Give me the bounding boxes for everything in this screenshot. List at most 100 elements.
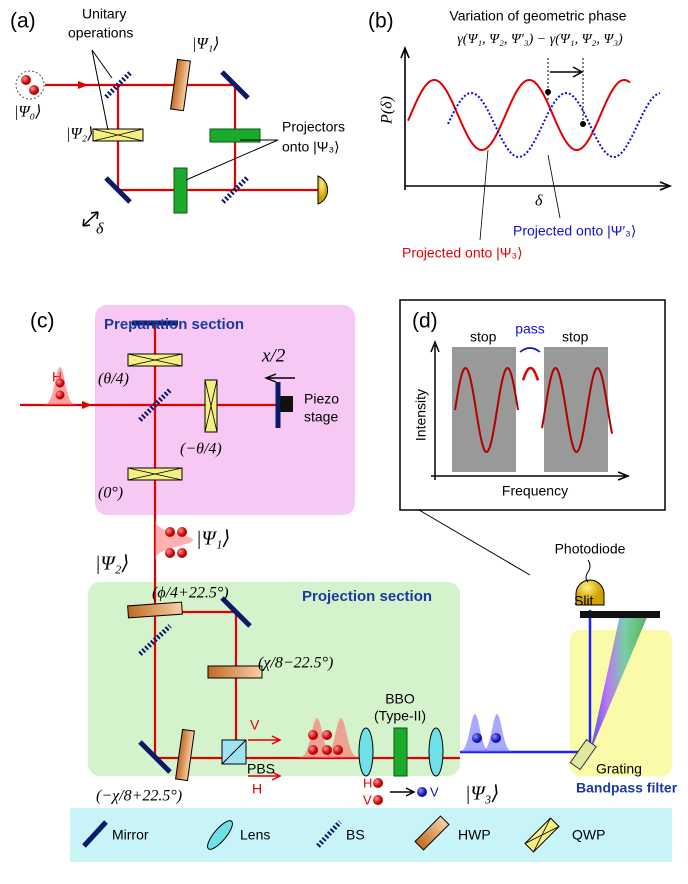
pointer bbox=[418, 509, 531, 576]
grating bbox=[569, 739, 597, 771]
label: |Ψ₂⟩ bbox=[95, 553, 129, 575]
qwp-cross bbox=[127, 353, 183, 367]
mirror bbox=[138, 740, 172, 774]
label: |Ψ₁⟩ bbox=[196, 528, 230, 550]
spectrum bbox=[454, 367, 613, 453]
projector bbox=[173, 167, 188, 214]
photon bbox=[472, 733, 482, 743]
label: (0°) bbox=[98, 485, 123, 502]
label: Unitary bbox=[82, 6, 126, 22]
label: Grating bbox=[596, 761, 642, 777]
mirror-icon bbox=[82, 820, 108, 848]
mirror bbox=[220, 596, 252, 628]
y-label: P(δ) bbox=[379, 96, 396, 125]
label: |Ψ₀⟩ bbox=[14, 104, 41, 121]
legend-label: BS bbox=[346, 827, 365, 843]
curve-blue bbox=[447, 92, 661, 158]
filter-box bbox=[570, 630, 672, 776]
detector bbox=[317, 175, 329, 205]
label: |Ψ₃⟩ bbox=[465, 783, 499, 805]
label: (χ/8−22.5°) bbox=[258, 655, 333, 672]
label: (Type-II) bbox=[374, 708, 426, 724]
photodiode bbox=[575, 579, 605, 606]
photon bbox=[177, 527, 187, 537]
wave-packet bbox=[478, 714, 515, 752]
y-label: Intensity bbox=[413, 389, 429, 441]
piezo bbox=[280, 396, 293, 412]
beam-splitter bbox=[221, 176, 249, 204]
label: (−χ/8+22.5°) bbox=[96, 788, 182, 805]
beam-splitter bbox=[138, 624, 172, 656]
bs-icon bbox=[316, 820, 342, 848]
curve-red bbox=[407, 79, 631, 151]
label: PBS bbox=[247, 761, 275, 777]
pointer bbox=[91, 49, 113, 131]
photon bbox=[21, 75, 31, 85]
qwp-cross bbox=[92, 128, 144, 142]
photon bbox=[165, 548, 175, 558]
beam-splitter bbox=[104, 71, 132, 99]
qwp-cross bbox=[127, 467, 183, 481]
panel-a: (a) Unitary operations |Ψ₁⟩ |Ψ₀⟩ |Ψ₂⟩ Pr… bbox=[10, 6, 345, 238]
photon bbox=[308, 730, 318, 740]
brace bbox=[519, 347, 541, 353]
hwp bbox=[175, 728, 195, 782]
panel-label: (c) bbox=[30, 310, 55, 333]
pointer bbox=[479, 149, 561, 241]
pointer bbox=[185, 139, 279, 181]
photon bbox=[55, 390, 65, 400]
inset-box bbox=[399, 299, 666, 511]
section-title: Bandpass filter bbox=[576, 780, 678, 796]
qwp-icon bbox=[524, 817, 560, 853]
panel-label: (a) bbox=[10, 10, 36, 33]
label: BBO bbox=[385, 691, 415, 707]
dispersed-beam bbox=[590, 615, 648, 752]
legend-box bbox=[70, 808, 672, 862]
label: stage bbox=[304, 409, 338, 425]
label: V bbox=[363, 792, 372, 807]
legend: Mirror Lens BS HWP QWP bbox=[70, 808, 672, 862]
photon bbox=[322, 730, 332, 740]
label: V bbox=[250, 717, 260, 733]
wave-packet bbox=[155, 516, 193, 563]
photon bbox=[373, 778, 383, 788]
label: Photodiode bbox=[555, 541, 626, 557]
beam-splitter bbox=[138, 388, 172, 422]
qwp-cross bbox=[204, 379, 218, 433]
x-arrow bbox=[264, 373, 295, 383]
lens bbox=[428, 727, 444, 777]
guide bbox=[547, 58, 584, 125]
lens bbox=[358, 727, 374, 777]
bbo bbox=[393, 727, 408, 777]
label: δ bbox=[96, 221, 104, 238]
label: stop bbox=[562, 329, 589, 345]
panel-label: (b) bbox=[368, 10, 394, 33]
axes bbox=[400, 45, 673, 191]
panel-d: (d) stop pass stop Intensity Frequency bbox=[399, 299, 666, 511]
label: |Ψ₁⟩ bbox=[192, 36, 219, 53]
source-ring bbox=[15, 70, 45, 100]
label: γ(Ψ₁, Ψ₂, Ψ′₃) − γ(Ψ₁, Ψ₂, Ψ₃) bbox=[457, 32, 623, 47]
arrow bbox=[82, 401, 92, 409]
photon bbox=[417, 787, 427, 797]
dot bbox=[545, 89, 551, 95]
hwp bbox=[170, 58, 191, 112]
hwp bbox=[127, 601, 183, 619]
label: V bbox=[430, 784, 439, 799]
pol-arrow bbox=[248, 735, 282, 781]
panel-b: (b) Variation of geometric phase γ(Ψ₁, Ψ… bbox=[368, 8, 673, 261]
wave-packet bbox=[456, 714, 493, 752]
label: onto |Ψ₃⟩ bbox=[282, 139, 340, 155]
photon bbox=[373, 795, 383, 805]
photon bbox=[177, 548, 187, 558]
legend-label: Mirror bbox=[112, 827, 149, 843]
section-title: Projection section bbox=[302, 588, 432, 605]
wire bbox=[585, 559, 591, 583]
arrow bbox=[390, 787, 416, 797]
lens-icon bbox=[207, 820, 233, 850]
qwp-icon-cross bbox=[524, 817, 560, 853]
photon bbox=[29, 85, 39, 95]
arrow bbox=[78, 81, 88, 89]
section-title: Preparation section bbox=[104, 316, 244, 333]
